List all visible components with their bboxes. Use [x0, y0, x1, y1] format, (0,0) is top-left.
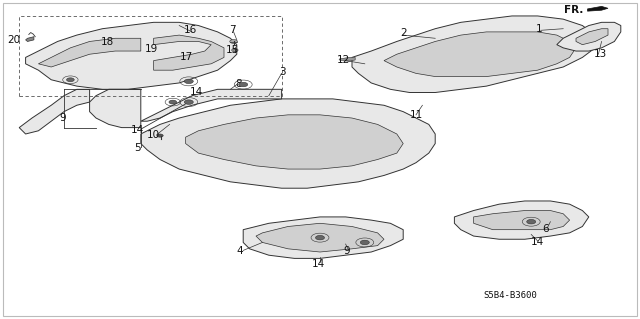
Circle shape	[527, 219, 536, 224]
Text: S5B4-B3600: S5B4-B3600	[483, 291, 537, 300]
Polygon shape	[141, 99, 435, 188]
Polygon shape	[186, 115, 403, 169]
Polygon shape	[26, 22, 237, 89]
Text: 16: 16	[184, 25, 196, 35]
Text: 6: 6	[542, 224, 548, 234]
Text: 1: 1	[536, 24, 542, 34]
Text: 20: 20	[8, 35, 20, 45]
Text: 15: 15	[226, 45, 239, 55]
Text: 9: 9	[344, 246, 350, 256]
Text: 14: 14	[531, 237, 544, 247]
Text: 11: 11	[410, 110, 422, 121]
Circle shape	[67, 78, 74, 82]
Text: 14: 14	[190, 87, 203, 97]
Text: 9: 9	[60, 113, 66, 123]
Polygon shape	[90, 89, 141, 128]
Polygon shape	[26, 37, 34, 41]
Polygon shape	[19, 89, 90, 134]
Text: 19: 19	[145, 44, 158, 54]
Circle shape	[157, 134, 163, 137]
Polygon shape	[141, 89, 282, 121]
Polygon shape	[474, 211, 570, 230]
Polygon shape	[243, 217, 403, 258]
Text: 12: 12	[337, 55, 350, 65]
Text: 8: 8	[235, 79, 241, 89]
Polygon shape	[339, 57, 355, 61]
Text: 17: 17	[180, 52, 193, 62]
Text: 13: 13	[594, 48, 607, 59]
Circle shape	[184, 79, 193, 84]
Circle shape	[230, 40, 237, 43]
Text: 14: 14	[312, 259, 324, 269]
Polygon shape	[454, 201, 589, 239]
Text: 5: 5	[134, 143, 141, 153]
Polygon shape	[557, 22, 621, 51]
Text: 2: 2	[400, 28, 406, 39]
Circle shape	[360, 240, 369, 245]
Text: 4: 4	[236, 246, 243, 256]
Text: 10: 10	[147, 130, 160, 140]
Polygon shape	[154, 35, 224, 70]
Circle shape	[316, 235, 324, 240]
Text: FR.: FR.	[564, 5, 584, 15]
Text: 3: 3	[280, 67, 286, 77]
Circle shape	[239, 82, 248, 87]
Polygon shape	[576, 29, 608, 45]
Polygon shape	[38, 38, 141, 67]
Polygon shape	[256, 223, 384, 252]
Circle shape	[169, 100, 177, 104]
Circle shape	[232, 48, 238, 52]
Polygon shape	[352, 16, 595, 93]
Polygon shape	[588, 6, 608, 11]
Text: 18: 18	[101, 37, 114, 47]
Text: 7: 7	[229, 25, 236, 35]
Circle shape	[184, 100, 193, 104]
Polygon shape	[384, 32, 576, 77]
Text: 14: 14	[131, 125, 144, 135]
